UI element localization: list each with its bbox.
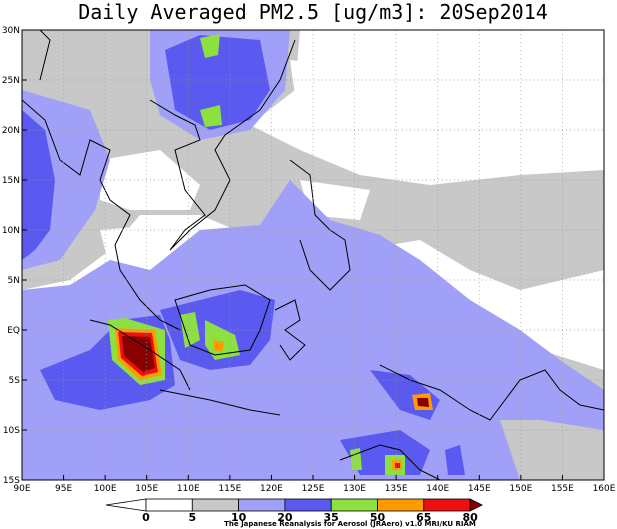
colorbar-segment xyxy=(145,498,193,512)
x-tick-label: 110E xyxy=(177,484,200,494)
colorbar-label: 5 xyxy=(188,511,196,524)
field-orange xyxy=(214,340,224,352)
colorbar-segment xyxy=(377,498,425,512)
coastline xyxy=(89,319,191,391)
colorbar-label: 35 xyxy=(324,511,339,524)
colorbar-label: 10 xyxy=(231,511,247,524)
coastline xyxy=(174,284,271,356)
field-white xyxy=(100,225,160,270)
colorbar: 0 5 10 20 35 50 65 80 xyxy=(105,498,483,524)
map-title: Daily Averaged PM2.5 [ug/m3]: 20Sep2014 xyxy=(78,0,548,24)
field-blue xyxy=(22,110,55,260)
field-gray xyxy=(460,180,550,240)
field-blue xyxy=(340,430,430,475)
field-green xyxy=(205,320,240,360)
x-tick-label: 90E xyxy=(13,484,30,494)
y-tick-label: 10N xyxy=(2,226,20,236)
colorbar-label: 65 xyxy=(416,511,431,524)
coastline xyxy=(159,389,281,416)
colorbar-segment xyxy=(284,498,332,512)
y-tick-label: 5S xyxy=(9,376,21,386)
field-dark-red xyxy=(417,398,429,407)
colorbar-segment xyxy=(105,498,147,512)
colorbar-label: 0 xyxy=(142,511,150,524)
colorbar-label: 20 xyxy=(277,511,293,524)
colorbar-segment xyxy=(469,498,483,512)
colorbar-segment xyxy=(238,498,286,512)
field-white xyxy=(290,60,430,160)
x-tick-label: 135E xyxy=(385,484,408,494)
y-tick-label: 20N xyxy=(2,126,20,136)
colorbar-label: 50 xyxy=(370,511,386,524)
coastline xyxy=(274,299,306,361)
colorbar-segment xyxy=(191,498,240,512)
y-tick-label: 10S xyxy=(3,426,20,436)
y-tick-label: EQ xyxy=(7,326,20,336)
y-tick-label: 25N xyxy=(2,76,20,86)
field-red xyxy=(395,463,400,468)
field-green xyxy=(200,34,220,58)
x-tick-label: 160E xyxy=(593,484,616,494)
graticule xyxy=(22,30,604,480)
y-tick-label: 15N xyxy=(2,176,20,186)
y-tick-label: 5N xyxy=(8,276,20,286)
coastline xyxy=(149,39,296,251)
field-blue xyxy=(445,445,465,475)
field-blue xyxy=(165,35,270,130)
x-tick-label: 115E xyxy=(218,484,241,494)
y-tick-label: 30N xyxy=(2,26,20,36)
axis-labels: 90E 95E 100E 105E 110E 115E 120E 125E 130E 135E 14… xyxy=(2,26,616,494)
field-green xyxy=(350,448,362,470)
x-tick-label: 140E xyxy=(426,484,449,494)
field-green xyxy=(200,105,222,127)
x-tick-label: 125E xyxy=(302,484,325,494)
x-tick-label: 155E xyxy=(551,484,574,494)
coastline xyxy=(379,364,604,421)
x-tick-label: 130E xyxy=(343,484,366,494)
credit: The Japanese Reanalysis for Aerosol (JRA… xyxy=(224,520,476,528)
y-tick-label: 15S xyxy=(3,476,20,486)
x-tick-label: 120E xyxy=(260,484,283,494)
x-tick-label: 150E xyxy=(509,484,532,494)
colorbar-segment xyxy=(423,498,471,512)
colorbar-label: 80 xyxy=(462,511,478,524)
x-tick-label: 100E xyxy=(94,484,117,494)
x-tick-label: 145E xyxy=(468,484,491,494)
x-tick-label: 105E xyxy=(135,484,158,494)
x-tick-label: 95E xyxy=(55,484,72,494)
colorbar-segment xyxy=(330,498,378,512)
coastline xyxy=(289,159,351,291)
coastline xyxy=(339,444,441,480)
coastline xyxy=(39,30,51,81)
